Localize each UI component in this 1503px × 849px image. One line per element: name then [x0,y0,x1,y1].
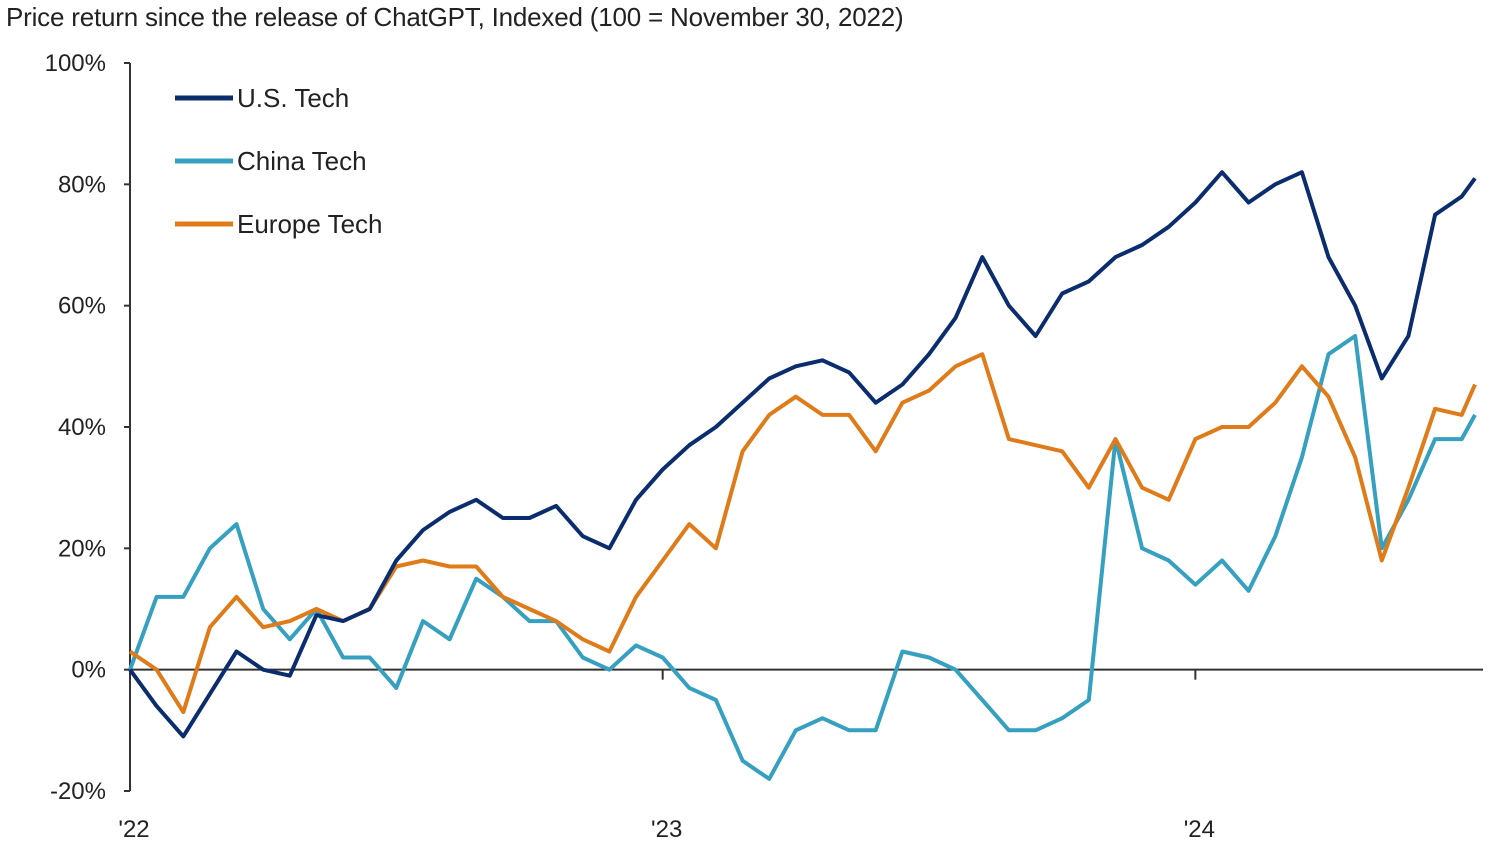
chart-subtitle: Price return since the release of ChatGP… [6,2,904,32]
series-line-u-s-tech [128,170,1477,739]
series-line-china-tech [128,334,1477,781]
x-tick-label: '23 [651,816,682,843]
y-tick-label: 20% [58,535,106,562]
legend-label: China Tech [237,146,367,176]
axes: -20% 0% 20% 40% 60% 80% 100% '22 '23 '24 [45,50,1483,843]
y-tick-label: 80% [58,171,106,198]
legend: U.S. Tech China Tech Europe Tech [175,83,383,239]
x-tick-label: '24 [1184,816,1215,843]
x-tick-label: '22 [118,816,149,843]
series-line-europe-tech [128,352,1477,715]
y-tick-label: 60% [58,293,106,320]
y-tick-label: -20% [50,778,106,805]
y-tick-label: 0% [71,657,106,684]
legend-label: U.S. Tech [237,83,349,113]
y-tick-label: 40% [58,414,106,441]
series-lines [128,170,1477,781]
y-tick-label: 100% [45,50,106,77]
legend-label: Europe Tech [237,209,383,239]
